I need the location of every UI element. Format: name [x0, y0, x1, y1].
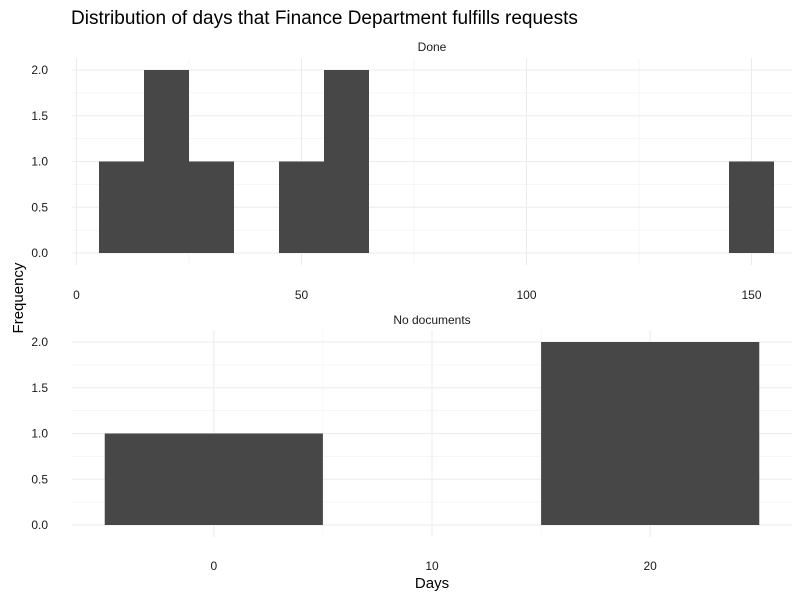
y-tick-label: 1.5: [31, 381, 48, 395]
histogram-bar: [729, 161, 774, 253]
y-axis-title: Frequency: [10, 262, 27, 333]
histogram-bar: [144, 70, 189, 253]
facet-strip-label: Done: [418, 40, 447, 54]
facet-panel: Done 0.0 0.5 1.0 1.5 2.0 0 50 100 150: [31, 40, 792, 302]
y-tick-label: 1.5: [31, 109, 48, 123]
x-tick-label: 0: [73, 288, 80, 302]
histogram-bar: [279, 161, 324, 253]
histogram-bar: [99, 161, 144, 253]
x-tick-label: 150: [741, 288, 761, 302]
y-tick-label: 2.0: [31, 63, 48, 77]
x-tick-label: 20: [644, 559, 658, 573]
y-tick-label: 0.0: [31, 246, 48, 260]
histogram-bar: [541, 342, 760, 525]
x-axis-title: Days: [415, 575, 449, 592]
histogram-bar: [104, 433, 323, 525]
histogram-bar: [324, 70, 369, 253]
y-tick-label: 1.0: [31, 155, 48, 169]
facet-panel: No documents 0.0 0.5 1.0 1.5 2.0 0 10 20: [31, 313, 792, 573]
x-tick-label: 10: [425, 559, 439, 573]
histogram-bar: [189, 161, 234, 253]
x-tick-label: 0: [210, 559, 217, 573]
x-tick-label: 100: [516, 288, 536, 302]
y-tick-label: 0.0: [31, 518, 48, 532]
y-tick-label: 0.5: [31, 472, 48, 486]
facet-strip-label: No documents: [393, 313, 470, 327]
y-tick-label: 1.0: [31, 427, 48, 441]
y-tick-label: 0.5: [31, 200, 48, 214]
y-tick-label: 2.0: [31, 335, 48, 349]
chart-title: Distribution of days that Finance Depart…: [71, 8, 578, 29]
x-tick-label: 50: [295, 288, 309, 302]
